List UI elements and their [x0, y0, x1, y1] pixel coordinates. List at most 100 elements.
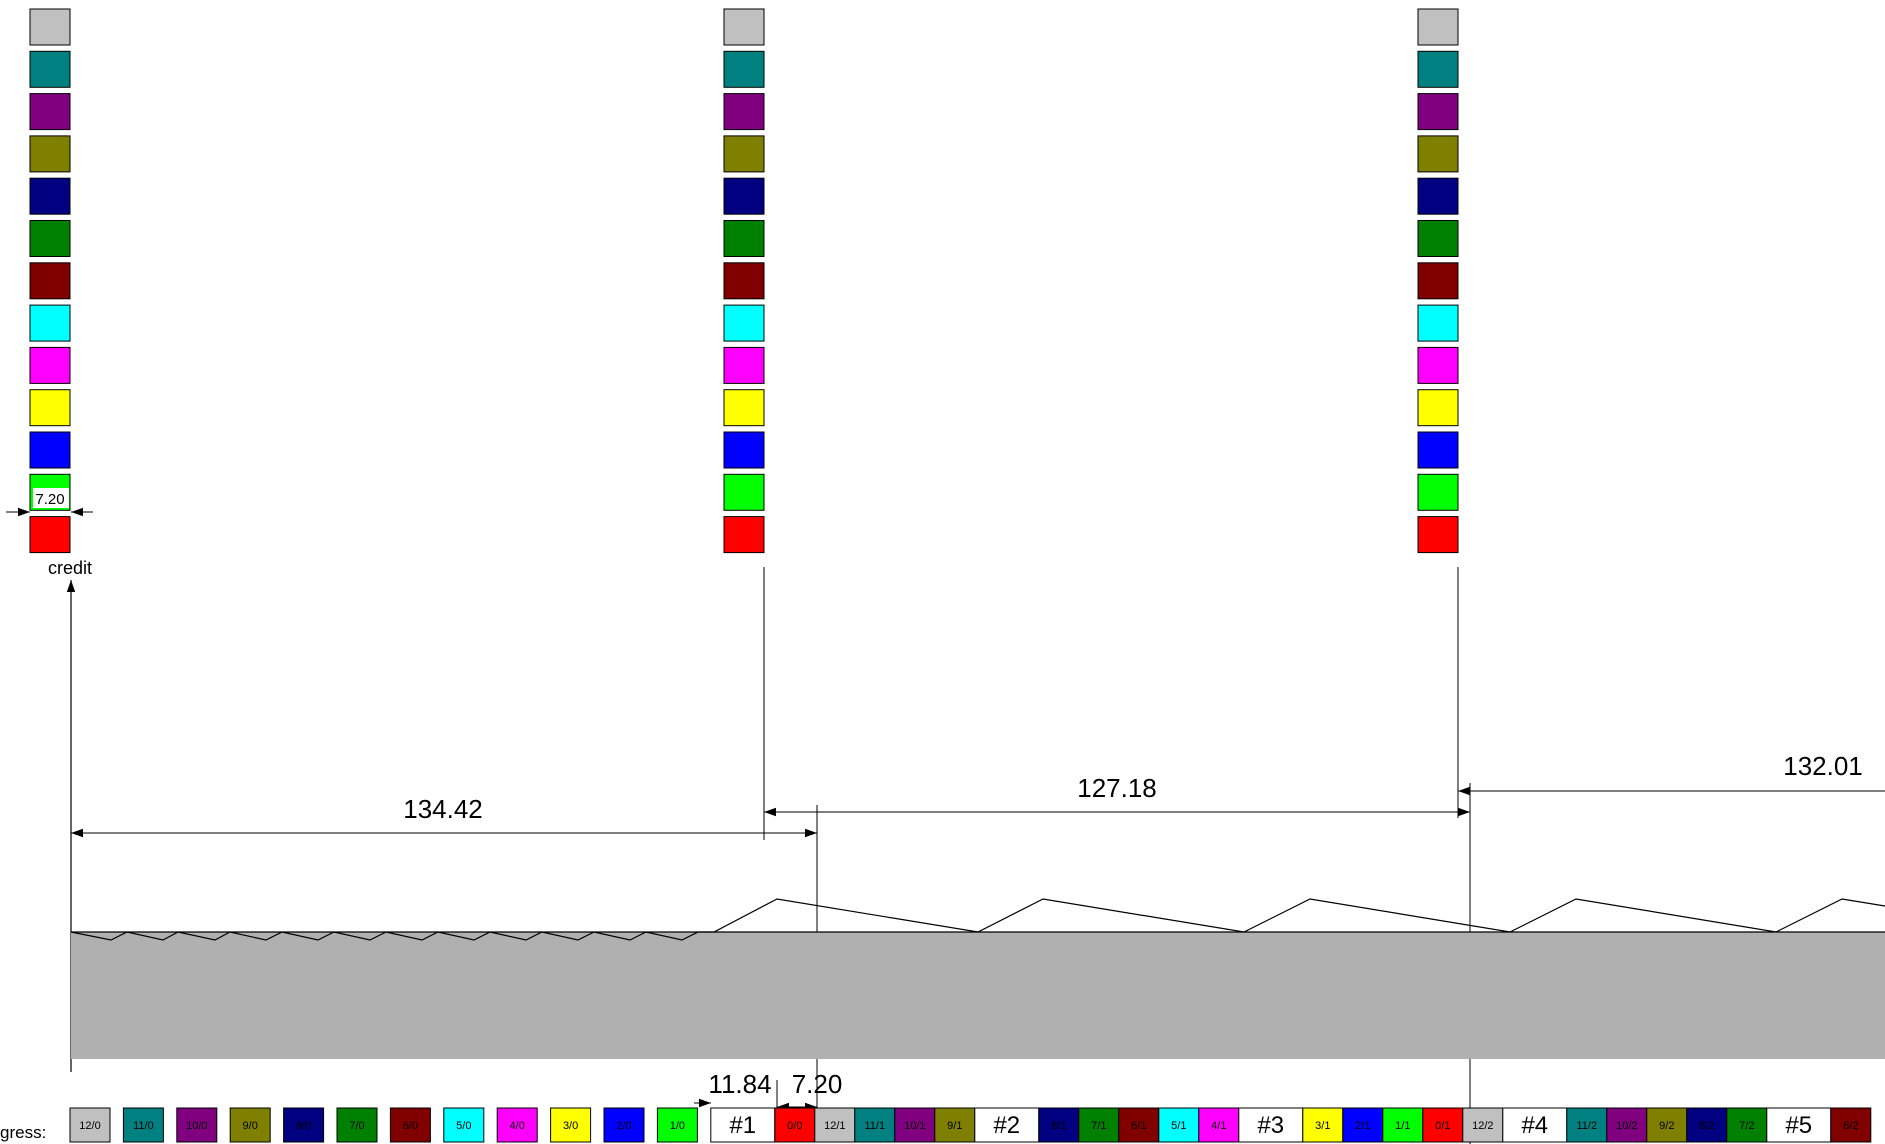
progress-cell-label: 5/1	[1171, 1120, 1186, 1132]
stack-2-box-yellow	[723, 389, 765, 427]
stack-3-box-gray	[1417, 8, 1459, 46]
stack-3-box-lime	[1417, 473, 1459, 511]
stack-1-box-yellow	[29, 389, 71, 427]
progress-cell-label: 3/1	[1315, 1120, 1330, 1132]
color-stacks	[29, 8, 1459, 554]
progress-cell-label: 0/1	[1435, 1120, 1450, 1132]
stack-3-box-magenta	[1417, 346, 1459, 384]
progress-cell	[1118, 1107, 1160, 1143]
progress-marker	[710, 1107, 776, 1143]
progress-cell-label: 4/0	[510, 1120, 525, 1132]
stack-1-box-gray	[29, 8, 71, 46]
progress-cell-label: 12/1	[824, 1120, 845, 1132]
progress-cell	[1038, 1107, 1080, 1143]
progress-cell	[496, 1107, 538, 1143]
progress-cell	[122, 1107, 164, 1143]
progress-cell-label: 2/0	[616, 1120, 631, 1132]
stack-1-box-cyan	[29, 304, 71, 342]
progress-cell-label: 1/0	[670, 1120, 685, 1132]
dimension-132: 132.01	[1458, 751, 1885, 796]
progress-cell	[1462, 1107, 1504, 1143]
progress-cell-label: 11/0	[133, 1120, 154, 1132]
stack-2-box-blue	[723, 431, 765, 469]
progress-marker-label: #4	[1521, 1112, 1548, 1139]
progress-cell	[69, 1107, 111, 1143]
credit-label: credit	[48, 558, 92, 578]
progress-cell-label: 4/1	[1211, 1120, 1226, 1132]
progress-cell-label: 6/2	[1843, 1120, 1858, 1132]
stack-2-box-cyan	[723, 304, 765, 342]
stack-2-box-green	[723, 220, 765, 257]
stack-2-box-purple	[723, 93, 765, 131]
stack-1-box-purple	[29, 93, 71, 131]
progress-cell-label: 9/1	[947, 1120, 962, 1132]
progress-cell	[1686, 1107, 1728, 1143]
progress-cell-label: 8/0	[296, 1120, 311, 1132]
progress-cell-label: 11/2	[1577, 1120, 1598, 1132]
progress-label: gress:	[0, 1123, 46, 1142]
progress-cell-label: 10/2	[1616, 1120, 1637, 1132]
stack-1-box-olive	[29, 135, 71, 173]
dimension-132-label: 132.01	[1783, 751, 1863, 781]
gap-a-label: 11.84	[708, 1069, 771, 1099]
stack-3-box-cyan	[1417, 304, 1459, 342]
stack-2-box-navy	[723, 177, 765, 215]
sawtooth-profile	[70, 898, 1885, 941]
progress-marker	[974, 1107, 1040, 1143]
stack-3-box-green	[1417, 220, 1459, 257]
progress-cell-label: 5/0	[456, 1120, 471, 1132]
dimension-134-label: 134.42	[403, 794, 483, 824]
progress-cell	[1382, 1107, 1424, 1143]
progress-cell-label: 8/2	[1699, 1120, 1714, 1132]
progress-cell-label: 7/1	[1091, 1120, 1106, 1132]
stack-2-box-olive	[723, 135, 765, 173]
stack-3-box-red	[1417, 516, 1459, 554]
gap-dimensions: 11.84 7.20	[694, 1069, 842, 1112]
progress-cell	[389, 1107, 431, 1143]
stack-1-box-blue	[29, 431, 71, 469]
stack-3-box-maroon	[1417, 262, 1459, 300]
stack-2-box-red	[723, 516, 765, 554]
progress-cells: 12/0 11/0 10/0 9/0 8/0 7/0 6/0 5/0 4/0 3/0 2/0 1/0 #…	[69, 1107, 1872, 1143]
credit-width-annotation: 7.20	[6, 488, 93, 517]
stack-1-box-green	[29, 220, 71, 257]
progress-cell-label: 11/1	[865, 1120, 886, 1132]
progress-cell-label: 10/1	[904, 1120, 925, 1132]
dimension-127: 127.18	[764, 773, 1470, 817]
stack-2-box-lime	[723, 473, 765, 511]
progress-marker-label: #2	[993, 1112, 1020, 1139]
progress-cell-label: 8/1	[1051, 1120, 1066, 1132]
stack-3-box-blue	[1417, 431, 1459, 469]
progress-marker-label: #1	[729, 1112, 756, 1139]
progress-cell-label: 6/0	[403, 1120, 418, 1132]
progress-cell	[894, 1107, 936, 1143]
stack-3-box-purple	[1417, 93, 1459, 131]
progress-cell-label: 12/2	[1472, 1120, 1493, 1132]
progress-cell	[1566, 1107, 1608, 1143]
stack-2-box-maroon	[723, 262, 765, 300]
progress-cell-label: 3/0	[563, 1120, 578, 1132]
stack-2-box-gray	[723, 8, 765, 46]
credit-width-label: 7.20	[35, 491, 64, 508]
stack-3-box-yellow	[1417, 389, 1459, 427]
stack-3-box-navy	[1417, 177, 1459, 215]
progress-cell	[934, 1107, 976, 1143]
stack-3-box-olive	[1417, 135, 1459, 173]
stack-1-box-magenta	[29, 346, 71, 384]
progress-cell	[1078, 1107, 1120, 1143]
progress-cell	[603, 1107, 645, 1143]
progress-cell-label: 9/0	[243, 1120, 258, 1132]
progress-cell-label: 1/1	[1395, 1120, 1410, 1132]
stack-3-box-teal	[1417, 50, 1459, 88]
progress-cell	[336, 1107, 378, 1143]
progress-cell	[1158, 1107, 1200, 1143]
progress-cell	[1302, 1107, 1344, 1143]
progress-cell	[176, 1107, 218, 1143]
stack-1-box-red	[29, 516, 71, 554]
progress-cell	[814, 1107, 856, 1143]
progress-cell-label: 12/0	[79, 1120, 100, 1132]
progress-cell-label: 9/2	[1659, 1120, 1674, 1132]
progress-cell-label: 6/1	[1131, 1120, 1146, 1132]
progress-cell	[283, 1107, 325, 1143]
